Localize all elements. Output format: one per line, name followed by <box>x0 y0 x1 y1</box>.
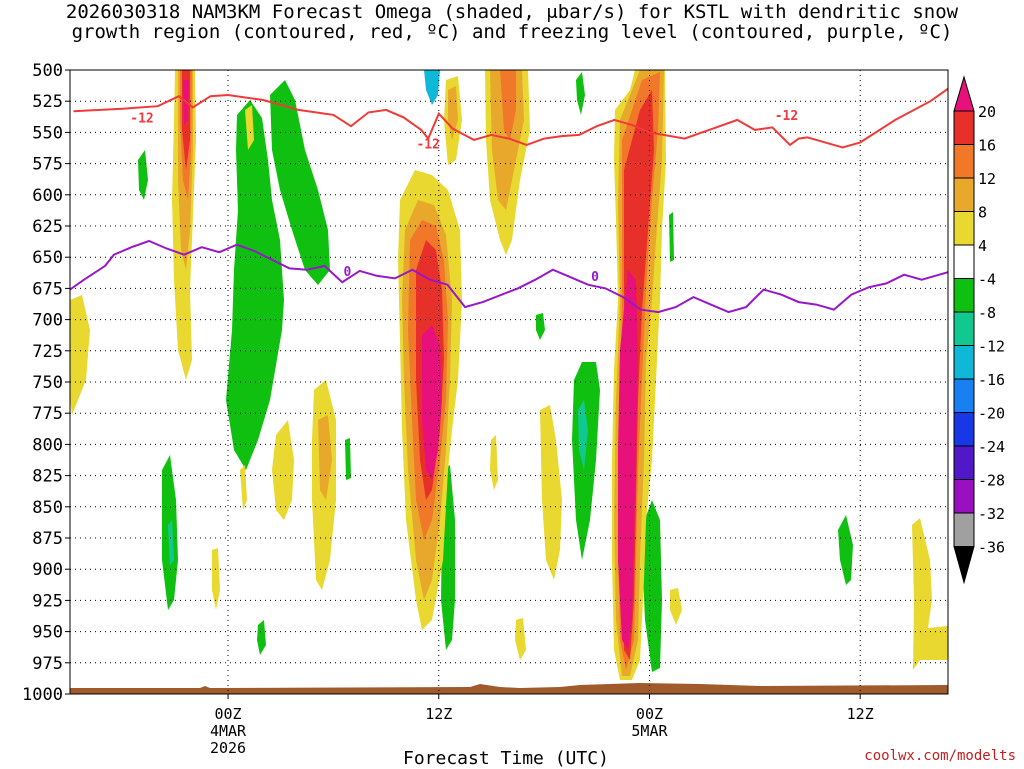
y-tick-label: 675 <box>32 279 63 299</box>
colorbar-label: -12 <box>978 338 1005 356</box>
y-tick-label: 575 <box>32 155 63 175</box>
y-tick-label: 925 <box>32 591 63 611</box>
colorbar-label: 16 <box>978 137 996 155</box>
x-tick-label: 5MAR <box>631 722 668 740</box>
y-axis: 500 525 550 575 600 625 650 675 700 725 750 775 800 8… <box>22 61 70 705</box>
colorbar-label: -28 <box>978 472 1005 490</box>
y-tick-label: 825 <box>32 467 63 487</box>
colorbar-swatch <box>954 245 974 279</box>
y-tick-label: 725 <box>32 342 63 362</box>
y-tick-label: 800 <box>32 435 63 455</box>
colorbar-label: -4 <box>978 271 996 289</box>
colorbar-label: -36 <box>978 539 1005 557</box>
y-tick-label: 600 <box>32 186 63 206</box>
x-tick-label: 12Z <box>847 705 874 723</box>
colorbar-swatch <box>954 379 974 413</box>
x-tick-label: 12Z <box>425 705 452 723</box>
colorbar-bottom-arrow <box>954 547 974 583</box>
y-tick-label: 850 <box>32 498 63 518</box>
y-tick-label: 500 <box>32 61 63 81</box>
colorbar-swatch <box>954 279 974 313</box>
colorbar-swatch <box>954 346 974 380</box>
colorbar-swatch <box>954 413 974 447</box>
y-tick-label: 950 <box>32 623 63 643</box>
x-tick-label: 2026 <box>210 739 246 757</box>
colorbar: 20 16 12 8 4 -4 -8 -12 -16 -20 -24 -28 -32 -36 <box>954 77 1005 583</box>
y-tick-label: 1000 <box>22 685 63 705</box>
x-tick-label: 00Z <box>636 705 663 723</box>
x-axis-title: Forecast Time (UTC) <box>403 748 609 769</box>
colorbar-swatch <box>954 312 974 346</box>
colorbar-label: 4 <box>978 237 987 255</box>
colorbar-label: -24 <box>978 438 1005 456</box>
y-tick-label: 775 <box>32 404 63 424</box>
colorbar-label: -16 <box>978 371 1005 389</box>
credit-text: coolwx.com/modelts <box>864 748 1016 764</box>
colorbar-swatch <box>954 513 974 547</box>
y-tick-label: 900 <box>32 560 63 580</box>
freezing-contour-label: 0 <box>344 265 352 280</box>
colorbar-top-arrow <box>954 77 974 111</box>
colorbar-label: -20 <box>978 405 1005 423</box>
colorbar-label: -8 <box>978 304 996 322</box>
colorbar-label: 12 <box>978 170 996 188</box>
colorbar-label: -32 <box>978 505 1005 523</box>
y-tick-label: 625 <box>32 217 63 237</box>
colorbar-swatch <box>954 178 974 212</box>
x-tick-label: 00Z <box>214 705 241 723</box>
colorbar-label: 20 <box>978 103 996 121</box>
colorbar-swatch <box>954 111 974 145</box>
colorbar-swatch <box>954 212 974 246</box>
dgz-contour-label: -12 <box>775 109 798 124</box>
dgz-contour-label: -12 <box>416 138 439 153</box>
y-tick-label: 525 <box>32 92 63 112</box>
y-tick-label: 700 <box>32 311 63 331</box>
colorbar-label: 8 <box>978 204 987 222</box>
y-tick-label: 875 <box>32 529 63 549</box>
x-tick-label: 4MAR <box>210 722 247 740</box>
colorbar-swatch <box>954 145 974 179</box>
y-tick-label: 650 <box>32 248 63 268</box>
freezing-contour-label: 0 <box>591 270 599 285</box>
y-tick-label: 550 <box>32 123 63 143</box>
dgz-contour-label: -12 <box>130 111 153 126</box>
colorbar-swatch <box>954 446 974 480</box>
y-tick-label: 750 <box>32 373 63 393</box>
y-tick-label: 975 <box>32 654 63 674</box>
colorbar-swatch <box>954 480 974 514</box>
